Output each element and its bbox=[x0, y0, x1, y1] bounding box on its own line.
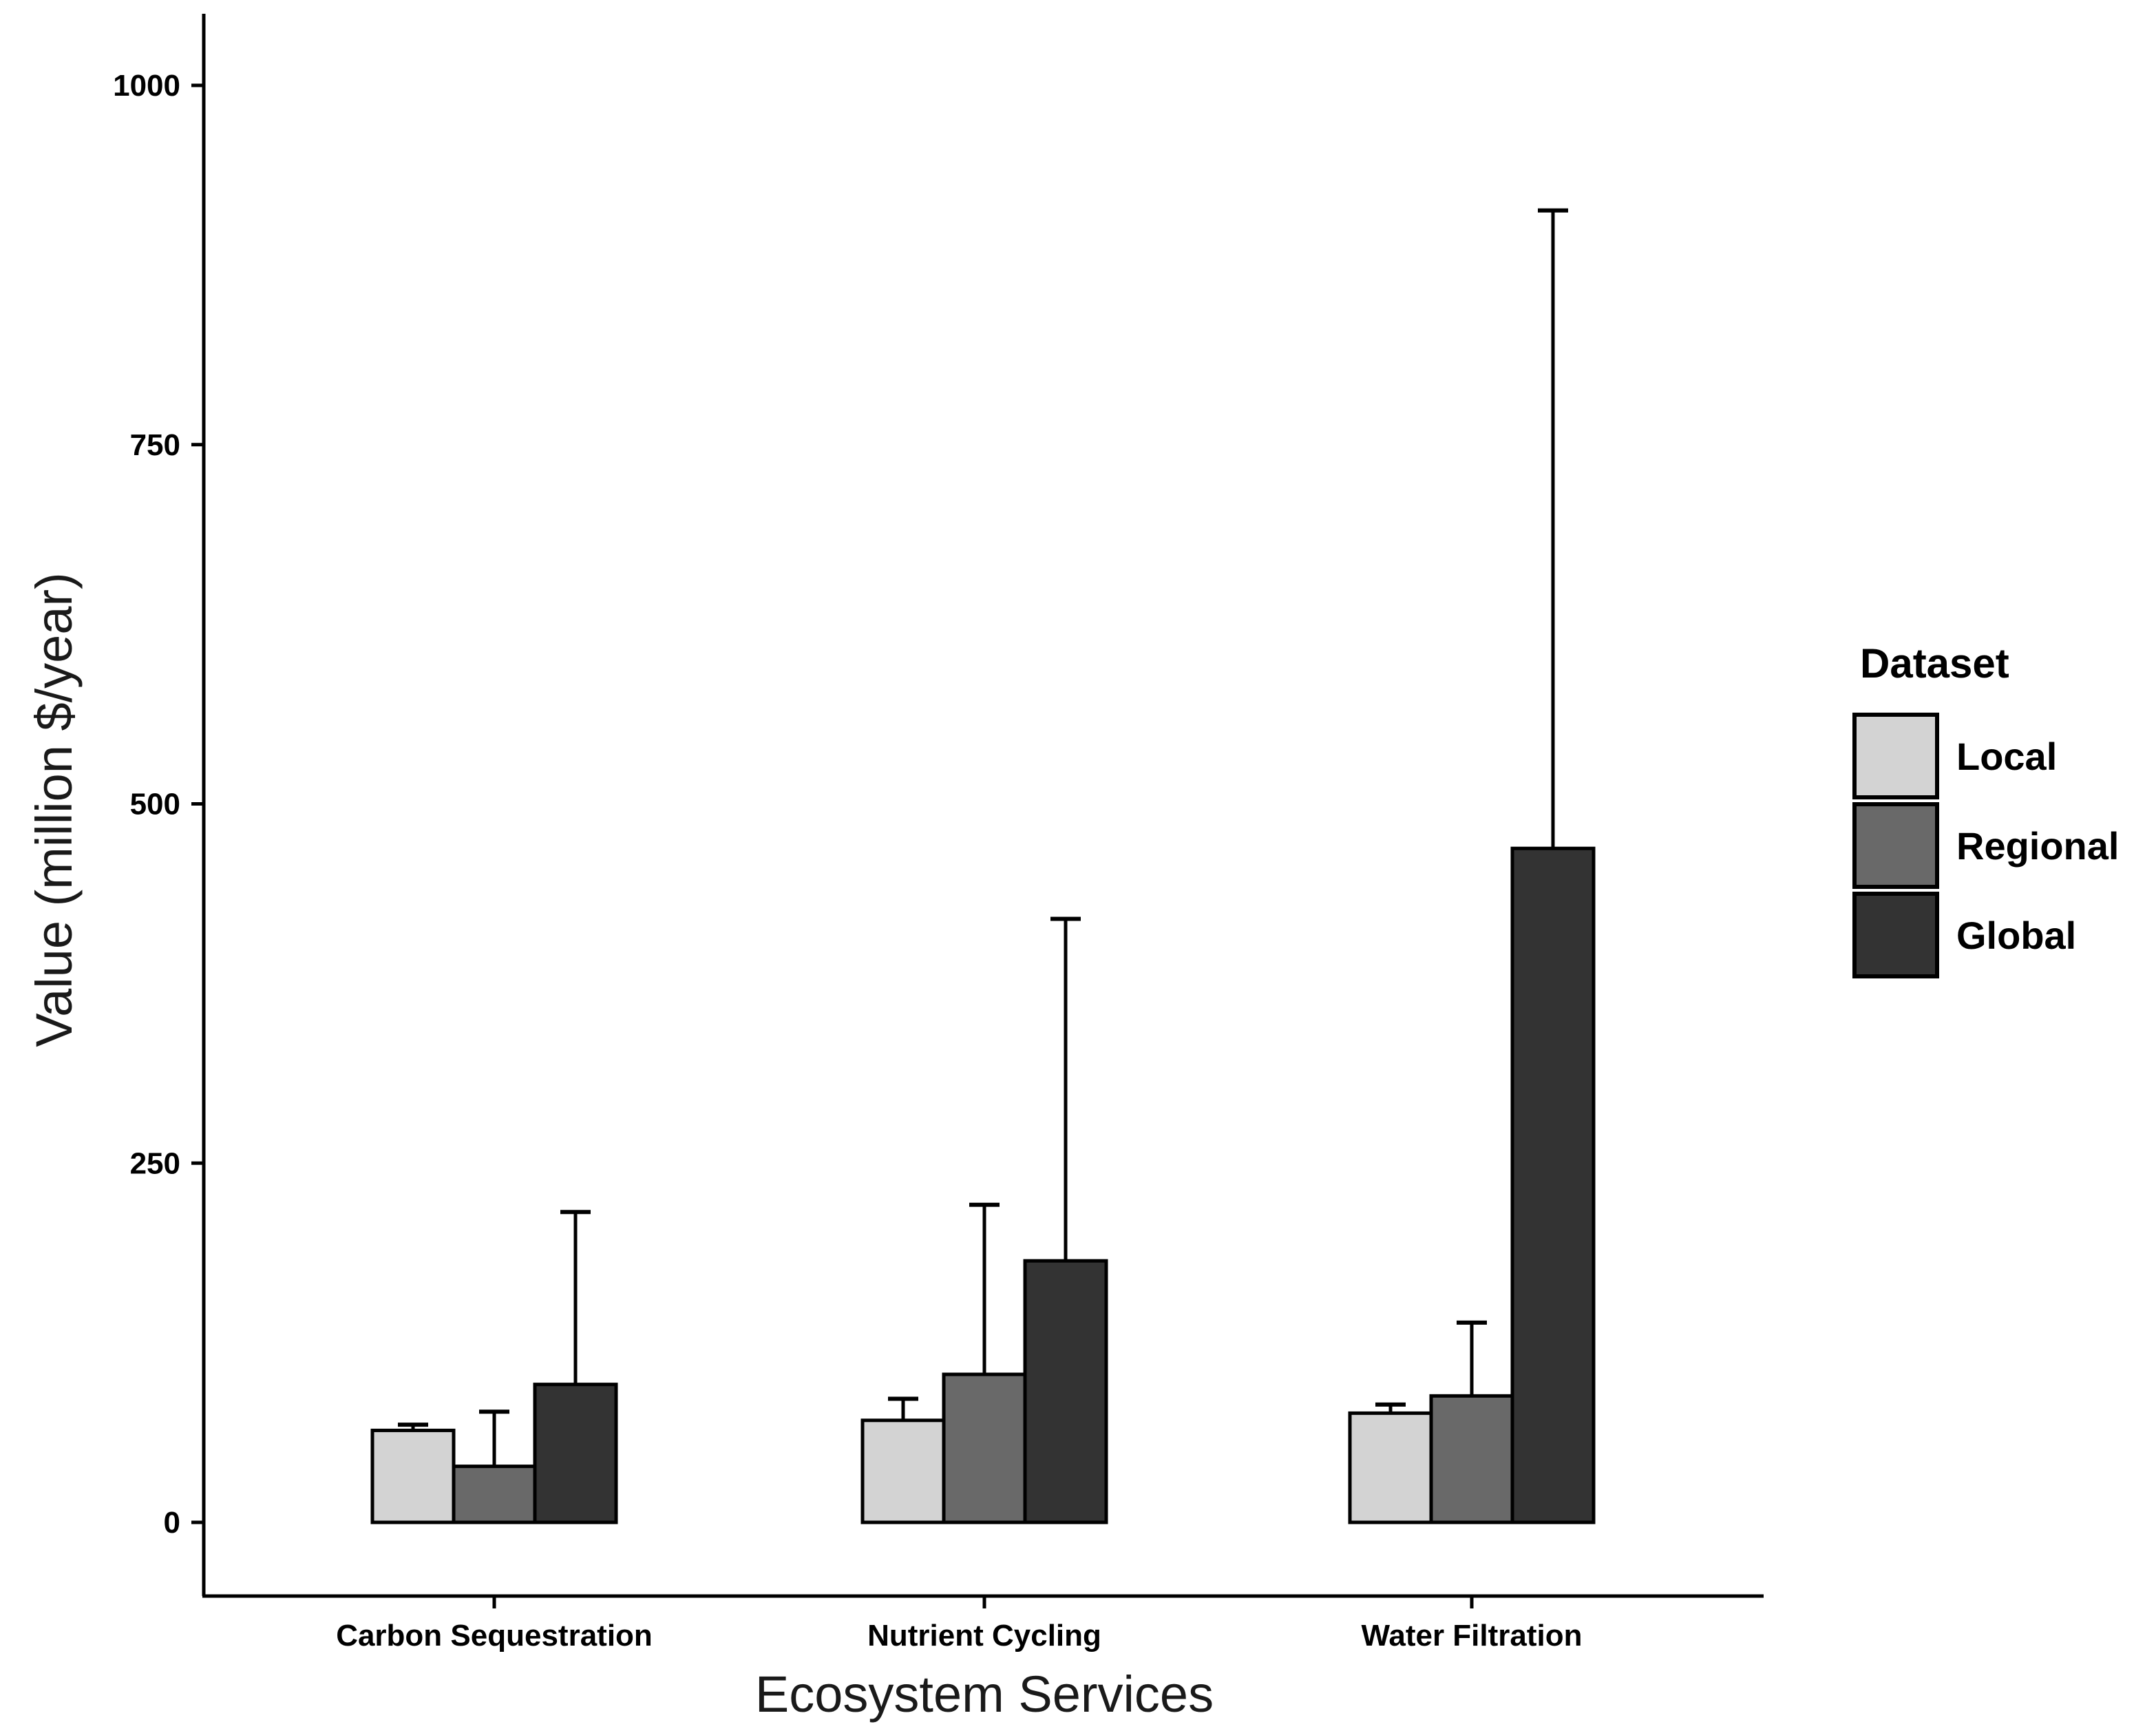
bar-local bbox=[370, 1428, 456, 1524]
bar-local bbox=[860, 1418, 946, 1524]
legend-key-regional bbox=[1852, 802, 1939, 889]
x-tick-label: Nutrient Cycling bbox=[867, 1619, 1101, 1653]
y-axis-title: Value (million $/year) bbox=[25, 572, 83, 1047]
legend-label-local: Local bbox=[1956, 735, 2057, 778]
y-axis-ticks: 0 250 500 750 1000 bbox=[113, 69, 204, 1540]
bar-regional bbox=[942, 1372, 1027, 1524]
bars bbox=[370, 846, 1596, 1524]
legend-title: Dataset bbox=[1860, 640, 2009, 686]
legend-key-global bbox=[1852, 892, 1939, 978]
y-tick-label: 250 bbox=[130, 1146, 180, 1180]
error-bars bbox=[398, 208, 1568, 1467]
bar-regional bbox=[452, 1465, 537, 1524]
y-tick-label: 750 bbox=[130, 428, 180, 462]
y-tick-label: 500 bbox=[130, 788, 180, 821]
legend: Dataset Local Regional Global bbox=[1852, 640, 2119, 978]
legend-key-local bbox=[1852, 713, 1939, 799]
bar-local bbox=[1348, 1411, 1433, 1524]
x-axis-ticks: Carbon Sequestration Nutrient Cycling Wate… bbox=[336, 1596, 1583, 1653]
x-axis-title: Ecosystem Services bbox=[755, 1666, 1214, 1723]
legend-label-global: Global bbox=[1956, 914, 2076, 957]
bar-global bbox=[1023, 1259, 1108, 1524]
legend-label-regional: Regional bbox=[1956, 824, 2119, 868]
y-tick-label: 0 bbox=[164, 1506, 180, 1540]
bar-global bbox=[1510, 846, 1596, 1524]
bar-regional bbox=[1429, 1394, 1514, 1524]
x-tick-label: Carbon Sequestration bbox=[336, 1619, 653, 1653]
x-tick-label: Water Filtration bbox=[1361, 1619, 1582, 1653]
y-tick-label: 1000 bbox=[113, 69, 180, 103]
bar-global bbox=[533, 1383, 618, 1524]
